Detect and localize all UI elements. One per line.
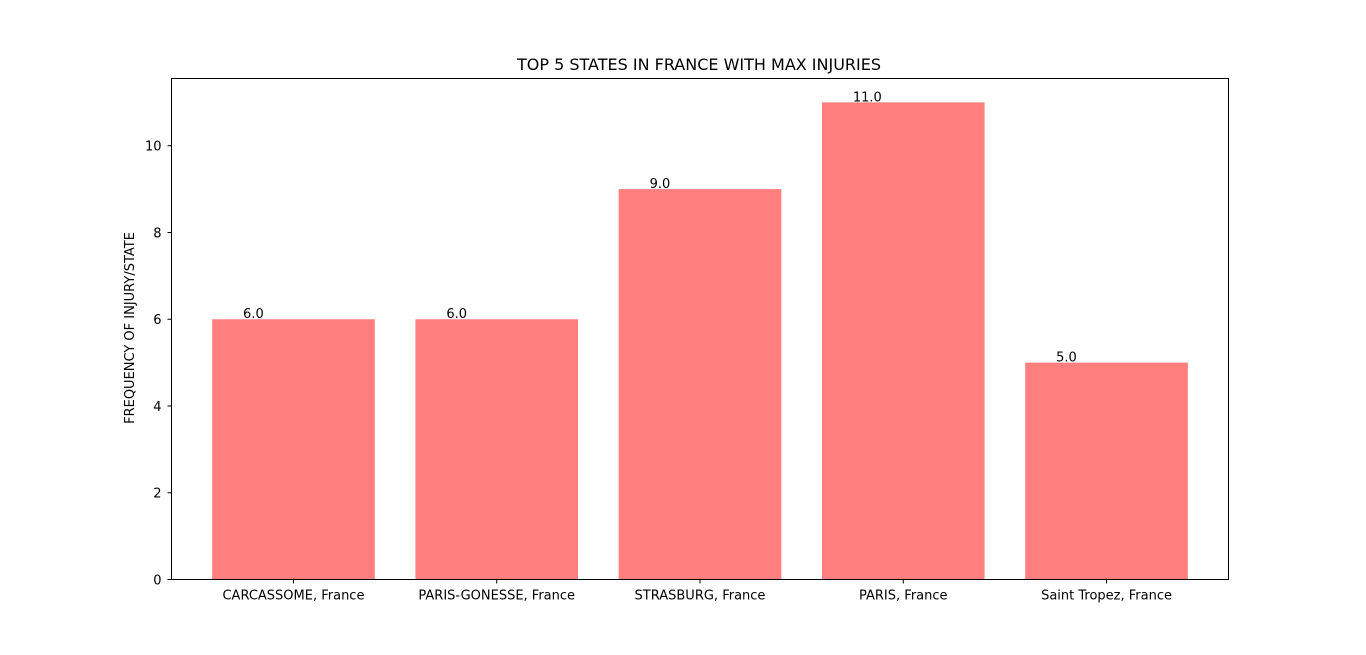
x-tick-label-5: Saint Tropez, France (1041, 589, 1172, 604)
data-label-2: 6.0 (446, 307, 467, 322)
data-label-1: 6.0 (243, 307, 264, 322)
x-axis: CARCASSOME, France PARIS-GONESSE, France S… (222, 579, 1172, 604)
plot-frame (171, 78, 1229, 580)
bar-3 (618, 189, 782, 580)
x-tick-label-3: STRASBURG, France (635, 589, 766, 604)
data-label-5: 5.0 (1056, 351, 1077, 366)
bar-1 (212, 319, 375, 580)
y-tick-label-2: 2 (153, 487, 161, 502)
y-axis-label: FREQUENCY OF INJURY/STATE (123, 232, 138, 424)
y-axis: 0 2 4 6 8 10 (145, 140, 172, 589)
data-label-3: 9.0 (650, 177, 671, 192)
y-tick-label-3: 4 (153, 400, 161, 415)
y-tick-label-4: 6 (153, 313, 161, 328)
x-tick-label-1: CARCASSOME, France (222, 589, 364, 604)
x-tick-label-2: PARIS-GONESSE, France (418, 589, 575, 604)
y-tick-label-5: 8 (153, 226, 161, 241)
bar-4 (821, 102, 985, 580)
bar-5 (1025, 362, 1188, 580)
chart-title: TOP 5 STATES IN FRANCE WITH MAX INJURIES (516, 55, 881, 74)
y-tick-label-1: 0 (153, 574, 161, 589)
bars-group (212, 102, 1188, 580)
y-tick-label-6: 10 (145, 140, 162, 155)
x-tick-label-4: PARIS, France (859, 589, 948, 604)
data-label-4: 11.0 (853, 90, 882, 105)
bar-2 (415, 319, 579, 580)
data-labels-group: 6.0 6.0 9.0 11.0 5.0 (243, 90, 1077, 365)
